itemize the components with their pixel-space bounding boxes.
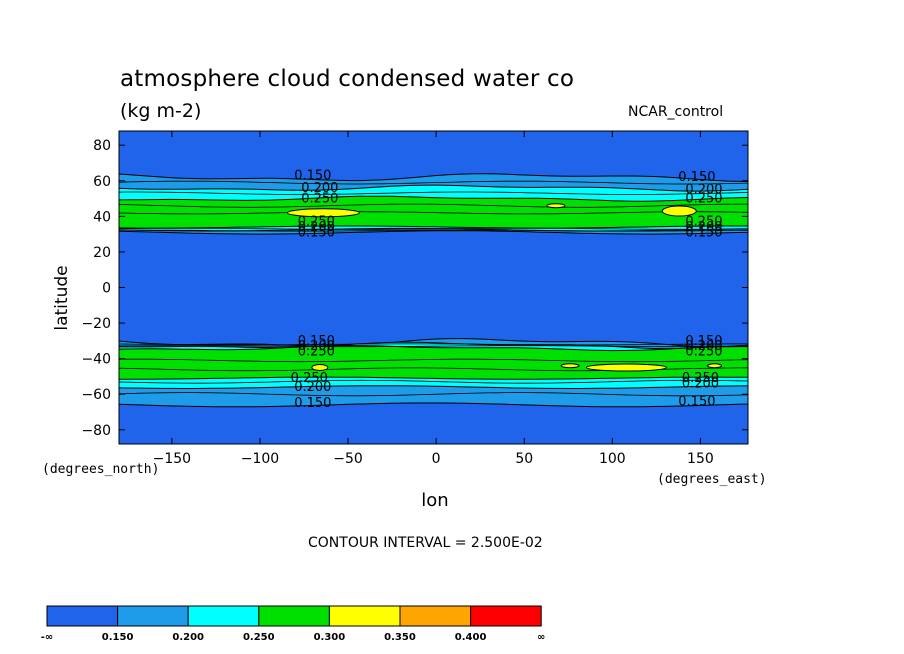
colorbar-label: 0.200 — [172, 632, 204, 643]
x-tick-label: −50 — [333, 451, 363, 467]
contour-label: 0.200 — [685, 183, 722, 198]
contour-label: 0.200 — [298, 220, 335, 235]
contour-line-0 — [118, 180, 749, 185]
contour-label: 0.250 — [685, 192, 722, 207]
x-axis-units: (degrees_east) — [657, 472, 767, 487]
contour-label: 0.150 — [678, 170, 715, 185]
contour-label: 0.250 — [291, 371, 328, 386]
contour-label: 0.250 — [685, 215, 722, 230]
x-tick-label: 100 — [599, 451, 626, 467]
contour-label: 0.250 — [685, 345, 722, 360]
colorbar-swatch — [46, 605, 119, 627]
contour-line-8 — [119, 358, 749, 363]
contour-line-5 — [119, 229, 749, 232]
contour-label: 0.150 — [678, 394, 715, 409]
y-tick-label: 60 — [93, 174, 111, 190]
sh-band-250 — [118, 344, 749, 380]
colorbar-swatch — [328, 605, 401, 627]
y-tick-label: 20 — [93, 245, 111, 261]
sh-patch-mid — [560, 363, 580, 369]
y-tick-label: 80 — [93, 138, 111, 154]
contour-line-1 — [118, 191, 749, 195]
chart-title: atmosphere cloud condensed water co — [120, 66, 575, 92]
nh-patch-east — [661, 205, 697, 217]
x-tick-label: −100 — [241, 451, 279, 467]
sh-patch-west — [311, 364, 329, 372]
axes: −150 −100 −50 0 50 100 150 80 60 40 20 0 −20 −40 −60 −8… — [81, 130, 749, 467]
contour-interval: CONTOUR INTERVAL = 2.500E-02 — [308, 535, 543, 551]
colorbar-swatch — [399, 605, 472, 627]
contour-line-4 — [118, 227, 749, 230]
contour-label: 0.150 — [685, 334, 722, 349]
colorbar-label: 0.300 — [314, 632, 346, 643]
contour-label: 0.250 — [298, 345, 335, 360]
contour-line-11 — [118, 392, 749, 397]
y-tick-label: 0 — [102, 281, 111, 297]
contour-label: 0.200 — [685, 339, 722, 354]
x-tick-label: 0 — [432, 451, 441, 467]
contour-labels: 0.1500.2000.2500.2500.2000.1500.1500.200… — [291, 168, 723, 411]
contour-label: 0.150 — [298, 225, 335, 240]
contour-label: 0.200 — [298, 339, 335, 354]
plot-area — [118, 131, 749, 444]
colorbar-label: 0.400 — [455, 632, 487, 643]
contour-label: 0.250 — [298, 215, 335, 230]
contour-label: 0.200 — [301, 181, 338, 196]
y-tick-label: −20 — [81, 316, 111, 332]
contour-label: 0.200 — [294, 380, 331, 395]
colorbar-swatch — [258, 605, 330, 627]
contour-label: 0.200 — [682, 377, 719, 392]
contour-label: 0.150 — [298, 334, 335, 349]
nh-patch-mid — [546, 203, 566, 209]
contour-label: 0.150 — [294, 168, 331, 183]
chart-units: (kg m-2) — [120, 100, 202, 122]
y-axis-units: (degrees_north) — [42, 462, 160, 477]
colorbar-swatch — [187, 605, 260, 627]
nh-patch-west — [286, 208, 360, 218]
colorbar-label: 0.250 — [243, 632, 275, 643]
sh-patch-east — [585, 363, 667, 372]
contour-line-2 — [118, 203, 748, 208]
y-tick-label: −60 — [81, 387, 111, 403]
contour-line-7 — [118, 343, 748, 346]
x-tick-label: 150 — [687, 451, 714, 467]
colorbar-label: 0.150 — [102, 632, 134, 643]
y-tick-label: −40 — [81, 352, 111, 368]
model-name: NCAR_control — [628, 104, 724, 120]
colorbar-swatch — [470, 605, 542, 627]
contour-line-6 — [118, 345, 749, 348]
colorbar-label: ∞ — [537, 632, 545, 643]
colorbar: -∞ 0.150 0.200 0.250 0.300 0.350 0.400 ∞ — [41, 605, 545, 643]
contour-label: 0.150 — [685, 225, 722, 240]
contour-label: 0.250 — [682, 371, 719, 386]
x-axis-label: lon — [421, 490, 449, 511]
colorbar-label: 0.350 — [384, 632, 416, 643]
contour-line-3 — [118, 211, 749, 215]
x-tick-label: −150 — [153, 451, 191, 467]
contour-label: 0.150 — [294, 396, 331, 411]
y-tick-label: 40 — [93, 209, 111, 225]
sh-patch-far-east — [707, 363, 723, 369]
colorbar-swatch — [117, 605, 189, 627]
colorbar-label: -∞ — [41, 632, 53, 643]
contour-line-10 — [118, 379, 749, 384]
contour-label: 0.250 — [301, 192, 338, 207]
y-tick-label: −80 — [81, 423, 111, 439]
contour-label: 0.200 — [685, 220, 722, 235]
x-tick-label: 50 — [515, 451, 533, 467]
